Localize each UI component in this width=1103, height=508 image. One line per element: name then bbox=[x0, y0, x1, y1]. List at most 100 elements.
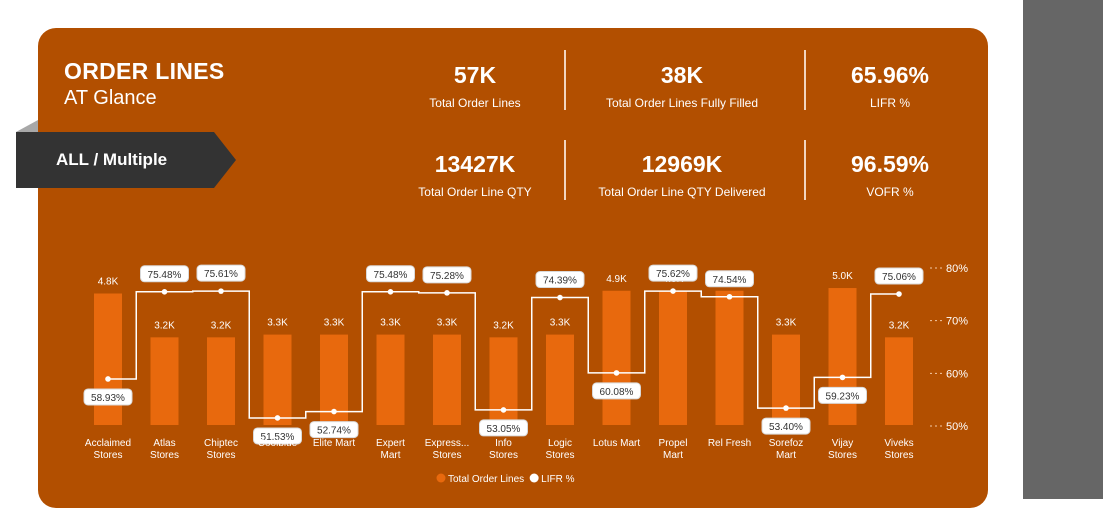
legend-swatch bbox=[436, 473, 446, 483]
x-tick-label: Stores bbox=[489, 450, 518, 461]
lifr-point bbox=[839, 374, 846, 381]
x-tick-label: Stores bbox=[207, 450, 236, 461]
bar bbox=[207, 337, 235, 425]
lifr-data-label: 58.93% bbox=[91, 393, 125, 404]
x-tick-label: Stores bbox=[150, 450, 179, 461]
bar-data-label: 3.3K bbox=[380, 318, 401, 329]
lifr-label-box bbox=[309, 421, 359, 439]
legend-swatch bbox=[529, 473, 539, 483]
page-title: ORDER LINES bbox=[64, 58, 225, 84]
lifr-point bbox=[274, 415, 281, 421]
bar-data-label: 3.3K bbox=[324, 318, 345, 329]
x-tick-label: Stores bbox=[94, 450, 123, 461]
kpi-label: Total Order Line QTY bbox=[418, 185, 532, 199]
x-tick-label: Express... bbox=[425, 438, 469, 449]
kpi-divider bbox=[804, 140, 806, 200]
x-tick-label: Info bbox=[495, 438, 512, 449]
filter-tab[interactable] bbox=[16, 120, 236, 188]
bar bbox=[715, 290, 744, 425]
y2-tick-label: 80% bbox=[946, 263, 968, 275]
filter-tab-fold bbox=[16, 120, 38, 132]
lifr-label-box bbox=[83, 388, 133, 406]
lifr-data-label: 53.05% bbox=[487, 424, 521, 435]
lifr-data-label: 51.53% bbox=[261, 432, 295, 443]
x-tick-label: Lotus Mart bbox=[593, 438, 640, 449]
kpi-label: Total Order Line QTY Delivered bbox=[598, 185, 766, 199]
lifr-data-label: 53.40% bbox=[769, 422, 803, 433]
x-tick-label: Elite Mart bbox=[313, 438, 355, 449]
lifr-label-box bbox=[761, 417, 811, 435]
lifr-point bbox=[896, 291, 902, 297]
x-tick-label: Sorefoz bbox=[769, 438, 803, 449]
lifr-label-box bbox=[874, 267, 924, 285]
bar-data-label: 5.0K bbox=[832, 271, 853, 282]
kpi-label: LIFR % bbox=[869, 96, 910, 110]
side-panel bbox=[1023, 0, 1103, 499]
kpi-divider bbox=[564, 50, 566, 110]
bar-data-label: 4.9K bbox=[606, 274, 627, 285]
legend-label: LIFR % bbox=[541, 474, 574, 485]
bar-data-label: 3.3K bbox=[550, 318, 571, 329]
x-tick-label: Mart bbox=[381, 450, 401, 461]
lifr-label-box bbox=[253, 427, 302, 445]
x-tick-label: Acclaimed bbox=[85, 438, 131, 449]
filter-tab-shape bbox=[16, 132, 236, 188]
x-tick-label: Propel bbox=[659, 438, 688, 449]
kpi-total-order-lines: 57K Total Order Lines bbox=[400, 62, 550, 110]
x-tick-label: Rel Fresh bbox=[708, 438, 751, 449]
x-tick-label: Mart bbox=[663, 450, 683, 461]
bar bbox=[772, 334, 800, 425]
bar bbox=[376, 334, 405, 425]
lifr-point bbox=[783, 405, 789, 411]
bar bbox=[659, 290, 687, 425]
legend-label: Total Order Lines bbox=[448, 474, 524, 485]
x-tick-label: Vijay bbox=[832, 438, 854, 449]
lifr-data-label: 75.48% bbox=[148, 270, 182, 281]
lifr-label-box bbox=[422, 266, 472, 284]
lifr-data-label: 60.08% bbox=[600, 387, 634, 398]
lifr-label-box bbox=[705, 270, 754, 288]
bar bbox=[150, 337, 179, 425]
kpi-lifr: 65.96% LIFR % bbox=[820, 62, 960, 110]
lifr-data-label: 59.23% bbox=[826, 391, 860, 402]
lifr-point bbox=[444, 290, 450, 296]
bar bbox=[828, 288, 857, 425]
x-tick-label: Mart bbox=[776, 450, 796, 461]
kpi-divider bbox=[564, 140, 566, 200]
x-tick-label: Expert bbox=[376, 438, 405, 449]
bar-data-label: 3.3K bbox=[267, 318, 288, 329]
kpi-label: Total Order Lines bbox=[429, 96, 521, 110]
lifr-point bbox=[670, 288, 676, 294]
lifr-label-box bbox=[366, 265, 415, 283]
x-tick-label: Logic bbox=[548, 438, 572, 449]
lifr-point bbox=[557, 294, 563, 301]
y2-tick-label: 70% bbox=[946, 316, 968, 328]
bar-data-label: 3.3K bbox=[776, 318, 797, 329]
x-tick-label: Stores bbox=[828, 450, 857, 461]
kpi-value: 13427K bbox=[434, 151, 516, 177]
kpi-qty-delivered: 12969K Total Order Line QTY Delivered bbox=[582, 151, 782, 199]
lifr-label-box bbox=[648, 264, 698, 282]
filter-label[interactable]: ALL / Multiple bbox=[56, 150, 168, 169]
bar-data-label: 3.2K bbox=[889, 320, 910, 331]
y2-tick-label: 60% bbox=[946, 368, 968, 380]
bar bbox=[263, 334, 292, 425]
lifr-label-box bbox=[140, 265, 189, 283]
bar-data-label: 3.2K bbox=[154, 320, 175, 331]
x-tick-label: Stores bbox=[546, 450, 575, 461]
kpi-value: 96.59% bbox=[850, 151, 929, 177]
bar-data-label: 4.8K bbox=[98, 277, 119, 288]
lifr-data-label: 75.48% bbox=[374, 270, 408, 281]
y2-tick-label: 50% bbox=[946, 421, 968, 433]
bar bbox=[885, 337, 913, 425]
bar bbox=[602, 290, 631, 425]
lifr-label-box bbox=[196, 264, 246, 282]
bar-data-label: 3.3K bbox=[437, 318, 458, 329]
bar-data-label: 3.2K bbox=[211, 320, 232, 331]
lifr-point bbox=[387, 289, 394, 295]
lifr-point bbox=[161, 289, 168, 295]
lifr-label-box bbox=[592, 382, 641, 400]
x-tick-label: Stores bbox=[433, 450, 462, 461]
kpi-label: Total Order Lines Fully Filled bbox=[605, 96, 759, 110]
